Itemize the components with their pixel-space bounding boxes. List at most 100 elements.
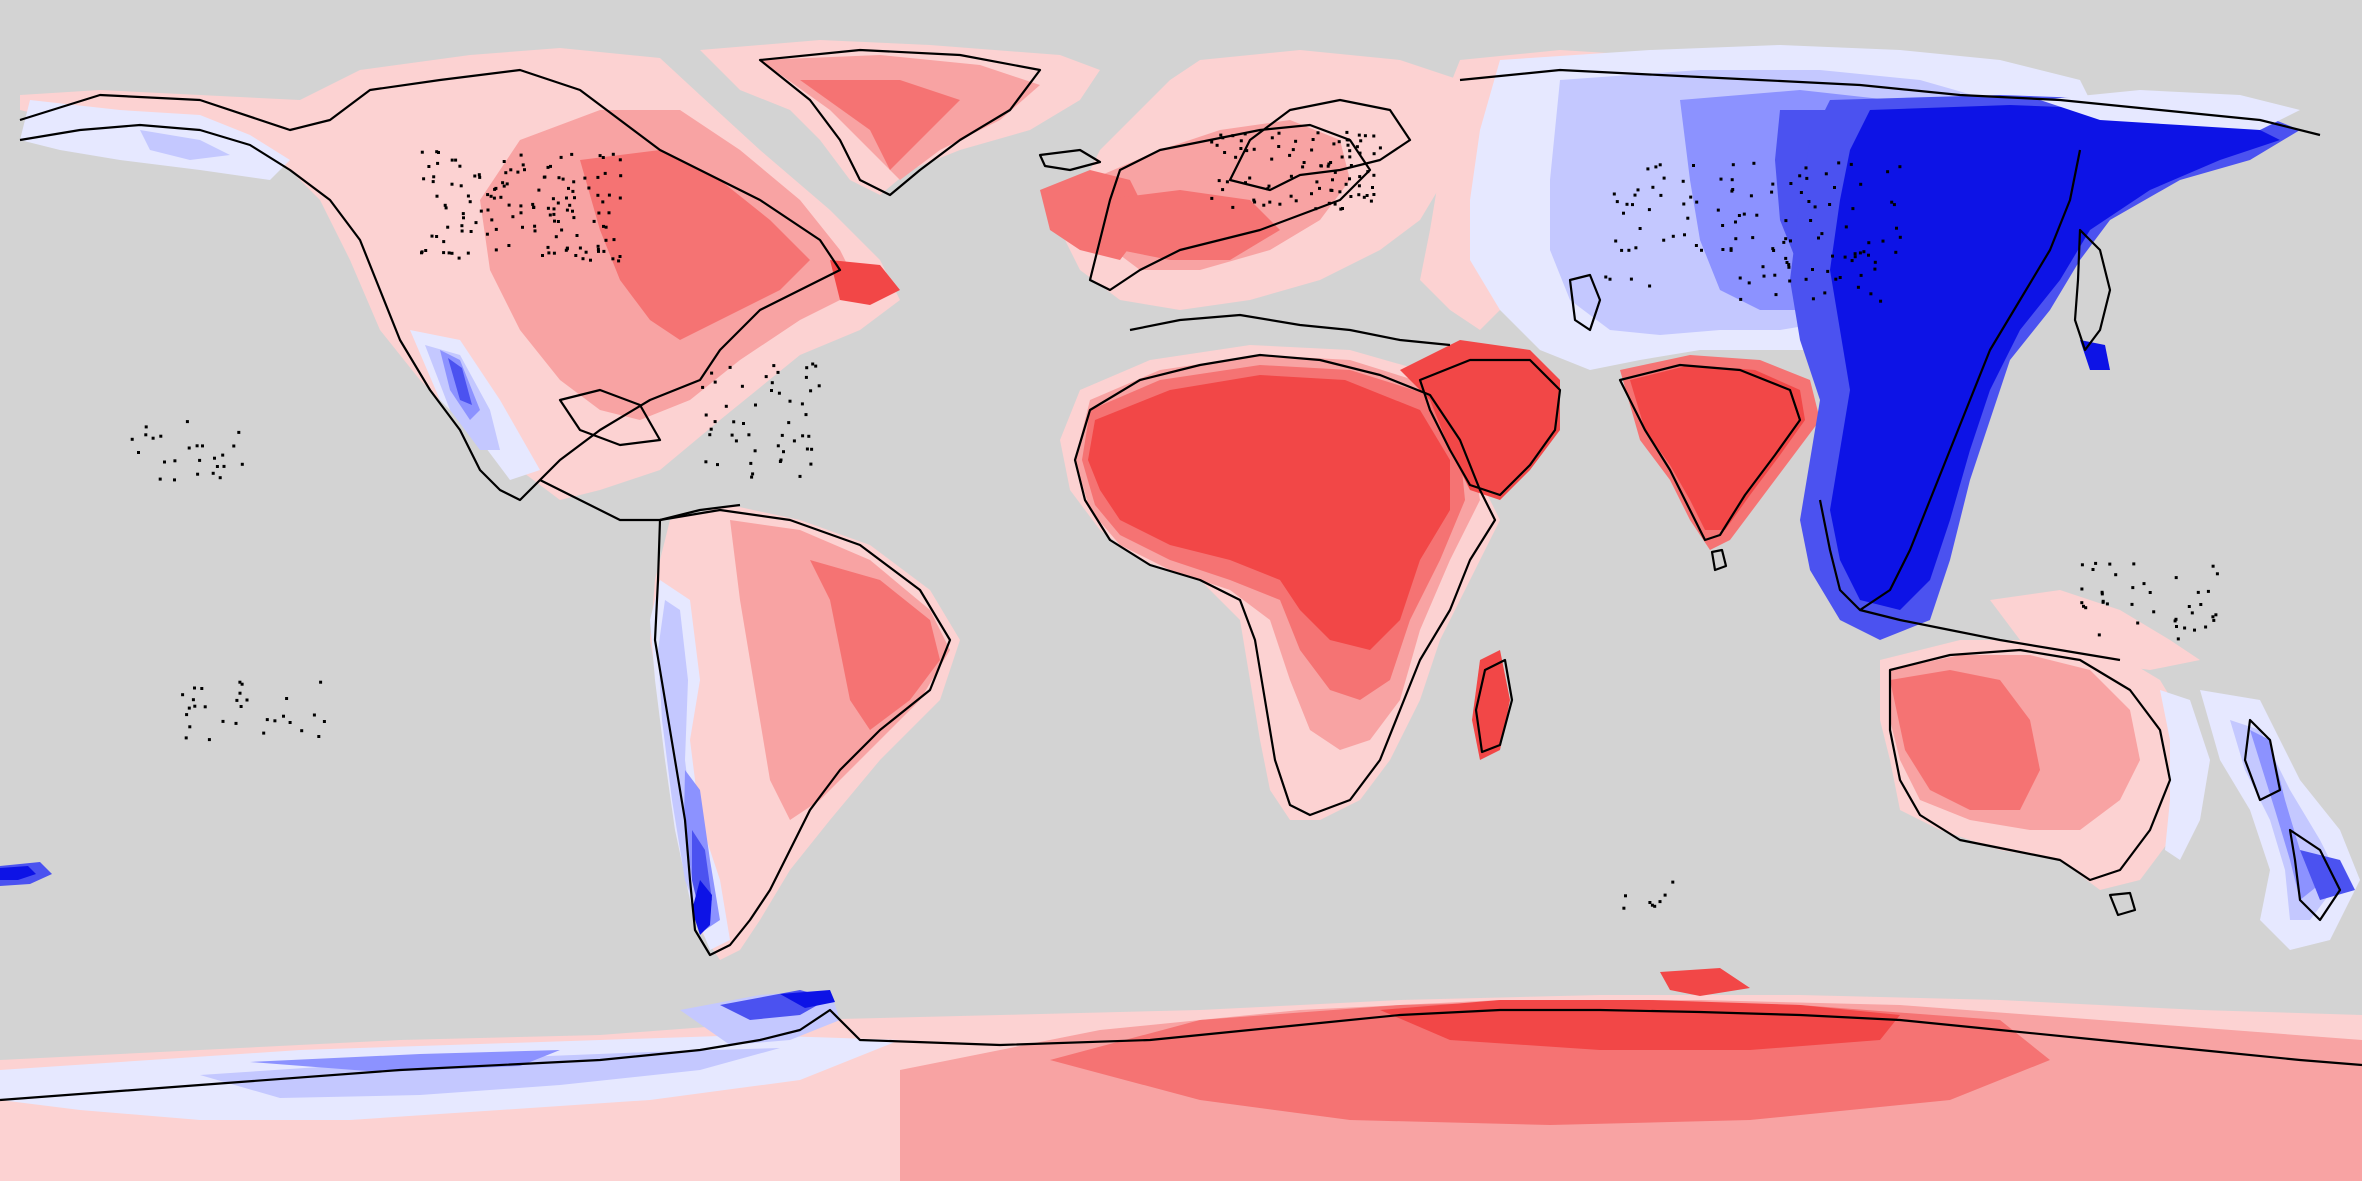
island-dot [1752, 161, 1756, 165]
island-dot [184, 736, 188, 740]
island-dot [1266, 187, 1270, 191]
island-dot [573, 196, 576, 200]
island-dot [1716, 208, 1720, 212]
island-dot [800, 402, 804, 406]
island-dot [1646, 167, 1650, 171]
island-dot [728, 365, 732, 369]
island-dot [1838, 276, 1842, 279]
island-dot [1633, 193, 1637, 197]
island-dot [2212, 618, 2216, 622]
island-dot [713, 420, 717, 424]
island-dot [1890, 200, 1894, 204]
island-dot [1624, 894, 1627, 898]
island-dot [1648, 901, 1652, 904]
coastline-north-america [19, 68, 842, 502]
island-dot [1787, 263, 1791, 267]
island-dot [1837, 161, 1841, 165]
coastline-india [1618, 363, 1802, 542]
island-dot [2101, 599, 2105, 603]
coastline-east-asia [1818, 149, 2082, 612]
island-dot [788, 399, 792, 403]
island-dot [716, 463, 719, 467]
island-dot [792, 439, 796, 443]
island-dot [750, 475, 754, 479]
island-dot [1739, 297, 1743, 301]
island-dot [1358, 151, 1362, 155]
island-dot [1329, 161, 1333, 164]
island-dot [221, 719, 225, 723]
island-dot [552, 251, 556, 255]
island-dot [282, 714, 285, 718]
coastline-antarctica [0, 1008, 2362, 1102]
island-dot [1770, 190, 1774, 194]
island-dot [1339, 207, 1343, 211]
island-dot [237, 430, 241, 434]
island-dot [1357, 193, 1361, 197]
island-dot [754, 403, 757, 407]
island-dot [587, 186, 591, 190]
island-dot [601, 200, 605, 204]
island-dot [618, 255, 622, 258]
island-dot [1277, 145, 1281, 148]
island-dot [553, 219, 556, 223]
island-dot [1319, 164, 1323, 168]
island-dot [207, 738, 211, 742]
island-dot [1695, 200, 1699, 204]
island-dot [1327, 201, 1331, 205]
island-dot [1828, 203, 1832, 206]
island-dot [489, 194, 493, 198]
island-dot [454, 158, 458, 162]
island-dot [603, 171, 607, 175]
island-dot [612, 238, 616, 242]
island-dot [1318, 186, 1321, 190]
region-africa [1060, 340, 1560, 820]
island-dot [1369, 199, 1373, 203]
island-dot [1371, 186, 1374, 189]
island-dot [1789, 182, 1793, 185]
island-dot [568, 203, 572, 207]
island-dot [234, 721, 238, 725]
island-dot [144, 433, 148, 437]
coastline-asia-north [1459, 68, 2321, 137]
island-dot [572, 216, 576, 220]
island-dot [1357, 133, 1361, 137]
island-dot [1310, 192, 1313, 196]
island-dot [473, 174, 477, 178]
island-dot [556, 201, 560, 205]
island-dot [232, 444, 236, 448]
island-dot [468, 200, 472, 204]
island-dot [814, 364, 818, 368]
island-dot [1834, 277, 1838, 281]
island-dot [519, 204, 523, 208]
island-dot [747, 433, 751, 437]
island-dot [546, 245, 550, 249]
island-dot [565, 208, 569, 212]
island-dot [804, 375, 808, 379]
island-dot [2211, 615, 2215, 619]
island-dot [1252, 198, 1256, 202]
island-dot [1210, 196, 1214, 200]
island-dot [319, 680, 323, 684]
island-dot [2097, 633, 2101, 637]
island-dot [1333, 170, 1337, 174]
island-dot [1849, 162, 1853, 166]
island-dot [1262, 203, 1266, 207]
island-dot [479, 209, 483, 213]
island-dot [430, 234, 434, 238]
region-east-asia [1790, 90, 2300, 670]
island-dot [1824, 172, 1828, 176]
island-dot [1243, 132, 1247, 136]
island-dot [1851, 207, 1855, 211]
island-dot [1742, 212, 1746, 216]
island-dot [543, 175, 547, 179]
island-dot [1329, 188, 1333, 192]
island-dot [1629, 277, 1633, 281]
island-dot [1785, 261, 1789, 264]
island-dot [477, 173, 481, 177]
island-dot [2080, 563, 2084, 567]
island-dot [1898, 165, 1902, 169]
island-dot [446, 225, 450, 229]
island-dot [221, 453, 225, 457]
island-dot [578, 246, 582, 250]
island-dot [548, 213, 552, 217]
